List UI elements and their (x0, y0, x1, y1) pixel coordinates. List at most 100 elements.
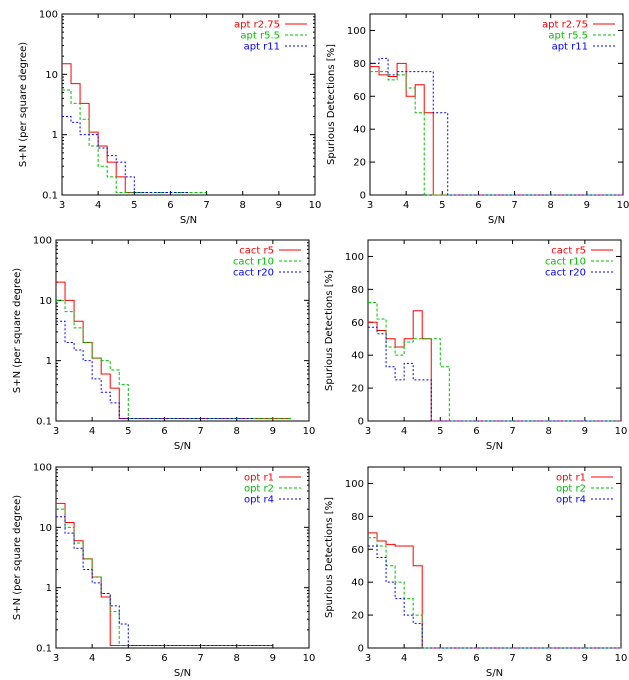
plot-frame (55, 239, 310, 422)
legend-label: opt r2 (244, 484, 274, 495)
x-tick-label: 5 (439, 200, 445, 211)
y-tick-label: 100 (345, 479, 364, 490)
series-line-opt-r1 (56, 502, 273, 647)
y-tick-label: 20 (351, 611, 364, 622)
x-tick-label: 3 (53, 426, 59, 437)
y-tick-label: 100 (39, 10, 58, 21)
legend-label: opt r4 (556, 495, 586, 506)
y-axis-label: Spurious Detections [%] (324, 270, 335, 391)
y-tick-label: 0 (358, 417, 364, 428)
y-tick-label: 0.1 (42, 191, 58, 202)
x-tick-label: 10 (615, 653, 628, 664)
legend-label: opt r1 (556, 473, 586, 484)
y-tick-label: 40 (351, 351, 364, 362)
legend-label: apt r5.5 (240, 31, 280, 42)
legend-label: opt r2 (556, 484, 586, 495)
x-tick-label: 7 (509, 653, 515, 664)
x-tick-label: 10 (303, 426, 316, 437)
x-tick-label: 9 (276, 200, 282, 211)
x-tick-label: 5 (125, 426, 131, 437)
series-line-cact-r10 (56, 299, 291, 420)
x-tick-label: 6 (167, 200, 173, 211)
series-line-apt-r5.5 (370, 71, 623, 196)
x-tick-label: 6 (473, 426, 479, 437)
y-tick-label: 60 (351, 318, 364, 329)
y-tick-label: 80 (351, 285, 364, 296)
plot-frame (61, 13, 316, 196)
x-tick-label: 4 (89, 426, 95, 437)
y-tick-label: 60 (353, 92, 366, 103)
x-axis-label: S/N (488, 215, 505, 226)
series-line-cact-r20 (368, 326, 621, 422)
legend-label: cact r5 (551, 246, 586, 257)
x-tick-label: 5 (125, 653, 131, 664)
x-tick-label: 7 (509, 426, 515, 437)
x-tick-label: 6 (161, 426, 167, 437)
x-tick-label: 5 (437, 653, 443, 664)
y-axis-label: S+N (per square degree) (12, 268, 23, 393)
series-line-opt-r2 (368, 537, 621, 649)
y-tick-label: 1 (52, 130, 58, 141)
series-line-cact-r20 (56, 320, 255, 420)
x-tick-label: 10 (615, 426, 628, 437)
y-tick-label: 0 (358, 644, 364, 655)
x-axis-label: S/N (180, 215, 197, 226)
x-axis-label: S/N (174, 668, 191, 679)
legend-label: cact r5 (239, 246, 274, 257)
y-tick-label: 20 (351, 384, 364, 395)
x-tick-label: 8 (546, 426, 552, 437)
x-tick-label: 7 (197, 426, 203, 437)
x-tick-label: 8 (234, 426, 240, 437)
x-tick-label: 3 (53, 653, 59, 664)
y-tick-label: 40 (351, 578, 364, 589)
legend-label: apt r11 (244, 42, 280, 53)
legend-label: cact r10 (233, 257, 274, 268)
x-tick-label: 7 (203, 200, 209, 211)
x-axis-label: S/N (174, 441, 191, 452)
chart-panel-1: 3 4 5 6 7 8 9 10 0.1 1 10 100 S/N S+N (per square deg… (18, 10, 321, 227)
x-tick-label: 8 (234, 653, 240, 664)
x-tick-label: 4 (401, 653, 407, 664)
x-tick-label: 4 (403, 200, 409, 211)
x-tick-label: 3 (365, 653, 371, 664)
x-tick-label: 7 (511, 200, 517, 211)
x-tick-label: 10 (617, 200, 629, 211)
legend-label: opt r1 (244, 473, 274, 484)
x-tick-label: 8 (546, 653, 552, 664)
y-tick-label: 100 (33, 463, 52, 474)
x-tick-label: 8 (240, 200, 246, 211)
y-axis-label: S+N (per square degree) (18, 42, 29, 167)
series-line-apt-r11 (62, 116, 189, 194)
legend-label: cact r20 (233, 268, 274, 279)
legend-label: cact r20 (545, 268, 586, 279)
x-tick-label: 3 (59, 200, 65, 211)
series-line-apt-r11 (370, 57, 623, 196)
y-tick-label: 80 (353, 59, 366, 70)
y-tick-label: 20 (353, 158, 366, 169)
y-axis-label: Spurious Detections [%] (326, 44, 337, 165)
x-tick-label: 7 (197, 653, 203, 664)
x-tick-label: 5 (131, 200, 137, 211)
legend-label: apt r2.75 (234, 20, 280, 31)
x-tick-label: 8 (548, 200, 554, 211)
x-tick-label: 6 (475, 200, 481, 211)
series-line-cact-r5 (368, 310, 621, 422)
series-line-cact-r5 (56, 281, 291, 420)
x-tick-label: 10 (303, 653, 316, 664)
series-line-apt-r2.75 (62, 63, 144, 194)
y-tick-label: 100 (345, 252, 364, 263)
legend-label: apt r11 (552, 42, 588, 53)
y-tick-label: 80 (351, 512, 364, 523)
plot-frame (55, 466, 310, 649)
y-tick-label: 0 (360, 191, 366, 202)
x-tick-label: 4 (95, 200, 101, 211)
x-tick-label: 5 (437, 426, 443, 437)
series-line-opt-r4 (368, 545, 621, 649)
legend-label: cact r10 (545, 257, 586, 268)
y-tick-label: 1 (46, 583, 52, 594)
y-tick-label: 0.1 (36, 644, 52, 655)
x-tick-label: 9 (270, 426, 276, 437)
x-tick-label: 3 (367, 200, 373, 211)
